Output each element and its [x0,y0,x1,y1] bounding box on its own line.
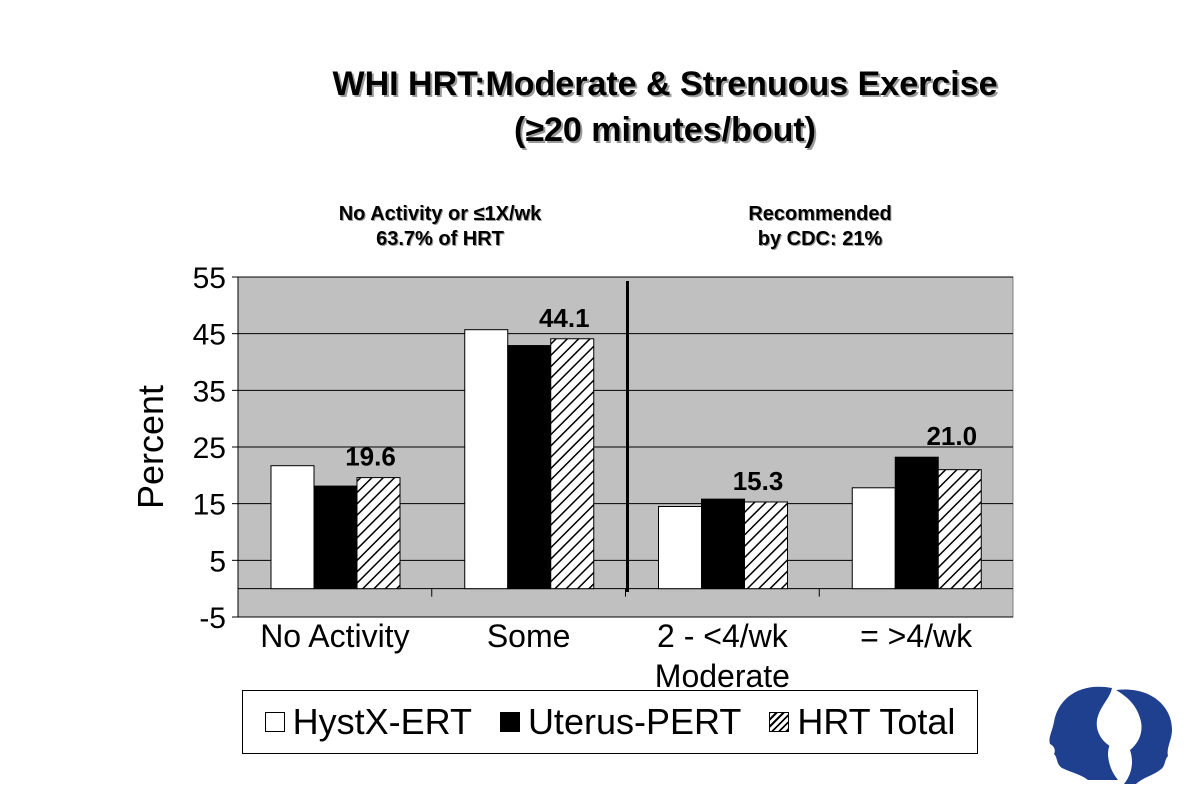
data-label: 21.0 [926,421,977,451]
bar-0-3 [851,487,896,590]
y-tick-label: 45 [193,319,226,352]
y-axis-label: Percent [130,385,171,509]
whi-logo-icon [1049,686,1172,784]
legend-swatch-hatch [769,712,790,732]
x-tick-label: No Activity [260,618,409,654]
data-label: 19.6 [345,442,396,472]
bar-2-3 [937,469,982,590]
bar-1-0 [313,485,358,590]
note-right-line2: by CDC: 21% [757,228,883,250]
y-tick-label: 5 [209,545,226,578]
chart-legend: HystX-ERT Uterus-PERT HRT Total [242,690,978,754]
y-tick-label: 25 [193,432,226,465]
bar-0-2 [658,506,702,590]
y-tick-label: 15 [193,489,226,522]
bar-1-2 [701,498,745,590]
note-left-line2: 63.7% of HRT [376,228,504,250]
bar-2-1 [550,338,595,590]
note-left-line1: No Activity or ≤1X/wk [338,203,542,225]
data-label: 15.3 [733,466,784,496]
chart-title-line1: WHI HRT:Moderate & Strenuous Exercise [332,65,998,103]
note-left: No Activity or ≤1X/wk 63.7% of HRT [280,202,600,252]
x-tick-label: Some [487,618,571,654]
legend-item-uterus: Uterus-PERT [499,701,742,743]
x-tick-label: 2 - <4/wk [657,618,789,654]
legend-item-hyst: HystX-ERT [264,701,472,743]
legend-swatch-white [264,712,285,732]
bar-1-3 [894,456,939,590]
x-tick-label: Moderate [655,658,790,694]
note-right: Recommended by CDC: 21% [680,202,960,252]
legend-swatch-black [499,712,520,732]
bar-1-1 [507,345,552,590]
bar-0-0 [270,465,315,590]
y-tick-label: 35 [193,375,226,408]
legend-label-hyst: HystX-ERT [292,701,472,742]
legend-label-uterus: Uterus-PERT [527,701,742,742]
chart-title-line2: (≥20 minutes/bout) [514,111,816,149]
x-tick-label: = >4/wk [860,618,973,654]
legend-label-hrt: HRT Total [797,701,956,742]
bar-0-1 [464,329,509,590]
legend-item-hrt: HRT Total [769,701,955,743]
data-label: 44.1 [539,303,590,333]
bar-2-0 [356,477,401,590]
y-tick-label: -5 [199,602,226,635]
bar-2-2 [744,501,788,590]
note-right-line1: Recommended [748,203,892,225]
y-tick-label: 55 [193,262,226,295]
